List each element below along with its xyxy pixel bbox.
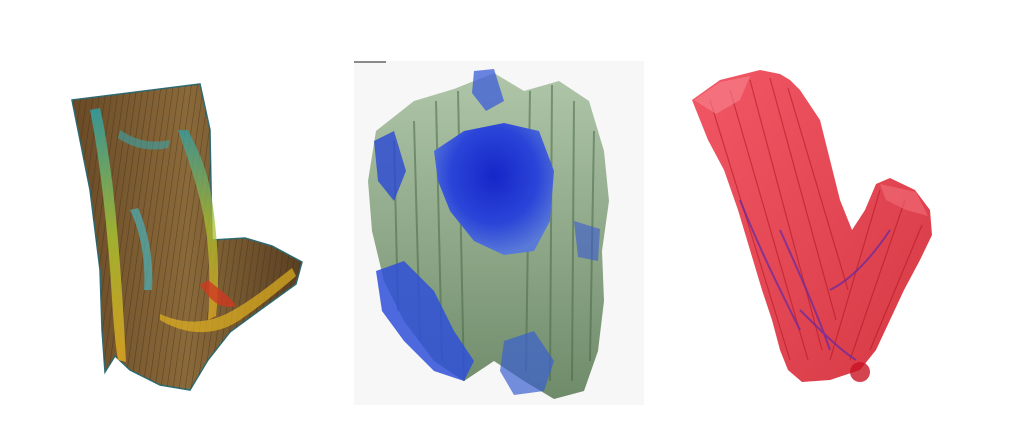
right-render-image	[692, 70, 932, 382]
middle-render-panel	[354, 61, 644, 405]
middle-render-image	[368, 69, 609, 399]
scale-bar	[354, 61, 386, 63]
left-render-image	[71, 83, 303, 391]
middle-blue-core	[434, 123, 554, 255]
right-fiber-shape	[692, 70, 932, 382]
left-render-panel	[60, 70, 320, 400]
right-render-panel	[680, 60, 950, 390]
